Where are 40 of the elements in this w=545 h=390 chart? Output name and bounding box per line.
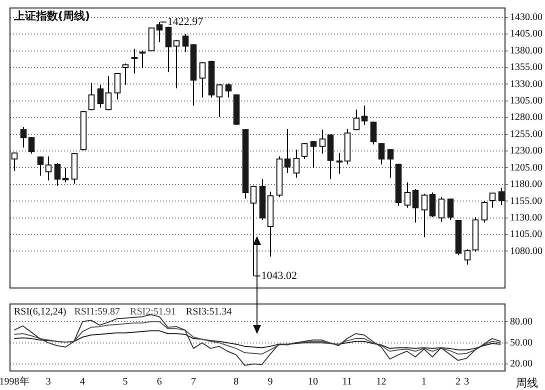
y-tick-label: 20.00	[510, 358, 532, 370]
x-tick-label: 11	[342, 376, 352, 388]
x-tick-label: 3	[46, 376, 51, 388]
series-label: RSI2:51.91	[130, 306, 176, 318]
y-tick-label: 1205.00	[510, 162, 542, 174]
y-tick-label: 1180.00	[510, 179, 542, 190]
y-tick-label: 1080.00	[510, 246, 542, 257]
y-tick-label: 1230.00	[510, 146, 542, 157]
y-tick-label: 1380.00	[510, 45, 542, 56]
y-tick-label: 50.00	[510, 337, 532, 348]
x-tick-label: 8	[234, 376, 239, 388]
x-tick-label: 12	[376, 376, 386, 388]
y-tick-label: 1130.00	[510, 212, 542, 224]
x-tick-label: 7	[190, 376, 196, 388]
y-tick-label: 1330.00	[510, 78, 542, 90]
x-tick-label: 3	[464, 376, 470, 388]
x-tick-label: 10	[308, 376, 318, 388]
y-tick-label: 1255.00	[510, 128, 542, 140]
x-tick-label: 1	[421, 376, 426, 388]
y-tick-label: 1155.00	[510, 196, 542, 207]
text: 周线	[516, 376, 538, 390]
x-tick-label: 9	[268, 376, 273, 388]
x-tick-label: 4	[80, 376, 86, 388]
chart-title: 上证指数(周线)	[13, 9, 90, 22]
y-tick-label: 1305.00	[510, 96, 542, 107]
y-tick-label: 1355.00	[510, 62, 542, 74]
x-tick-label: 6	[156, 376, 162, 388]
y-tick-label: 1430.00	[510, 12, 542, 23]
annotation: 1043.02	[261, 270, 297, 282]
x-tick-label: 2	[456, 376, 461, 388]
x-tick-label: 5	[122, 376, 128, 388]
annotation: 1422.97	[167, 16, 204, 28]
y-tick-label: 1280.00	[510, 112, 542, 124]
series-label: RSI3:51.34	[186, 306, 232, 318]
y-tick-label: 1105.00	[510, 229, 542, 240]
x-tick-label: 1998年	[0, 376, 30, 388]
y-tick-label: 80.00	[510, 316, 532, 328]
y-tick-label: 1405.00	[510, 28, 542, 40]
series-label: RSI1:59.87	[74, 306, 120, 318]
chart-title: RSI(6,12,24)	[14, 306, 66, 318]
